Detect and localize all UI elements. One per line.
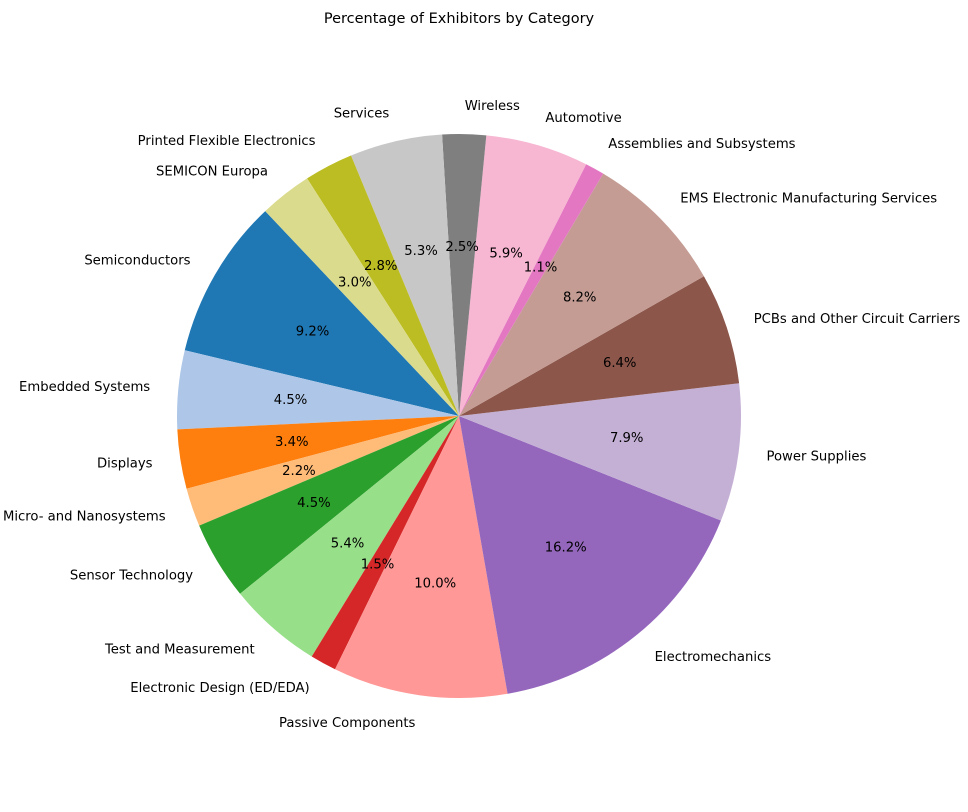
pct-label-pcbs-and-other-circuit-carriers: 6.4%	[603, 356, 637, 371]
pie-slice-semicon-europa	[265, 178, 459, 416]
pct-label-electromechanics: 16.2%	[545, 540, 587, 555]
pie-slice-automotive	[459, 135, 587, 416]
slice-label-displays: Displays	[97, 457, 153, 472]
slice-label-pcbs-and-other-circuit-carriers: PCBs and Other Circuit Carriers	[754, 312, 961, 327]
percentage-labels: 9.2% 4.5% 3.4% 2.2% 4.5% 5.4% 1.5% 10.0% 16.2% 7.…	[274, 240, 644, 592]
pct-label-electronic-design-ed-eda: 1.5%	[361, 557, 395, 572]
pie-slice-sensor-technology	[199, 416, 459, 594]
slice-label-micro-and-nanosystems: Micro- and Nanosystems	[3, 510, 166, 525]
slice-label-wireless: Wireless	[465, 99, 520, 114]
pie-slice-assemblies-and-subsystems	[459, 164, 604, 416]
pct-label-test-and-measurement: 5.4%	[331, 536, 365, 551]
slice-label-printed-flexible-electronics: Printed Flexible Electronics	[138, 134, 316, 149]
pie-slice-semiconductors	[184, 211, 459, 416]
pie-slice-power-supplies	[459, 383, 742, 521]
chart-title: Percentage of Exhibitors by Category	[324, 11, 595, 27]
pct-label-semiconductors: 9.2%	[296, 324, 330, 339]
pie-slice-services	[350, 134, 459, 416]
pct-label-assemblies-and-subsystems: 1.1%	[524, 261, 558, 276]
pie-slice-displays	[177, 416, 459, 489]
pct-label-ems-electronic-manufacturing-services: 8.2%	[563, 290, 597, 305]
pct-label-printed-flexible-electronics: 2.8%	[364, 259, 398, 274]
slice-label-semiconductors: Semiconductors	[84, 254, 190, 269]
pie-slices	[177, 134, 742, 698]
slice-label-passive-components: Passive Components	[279, 716, 416, 731]
slice-label-ems-electronic-manufacturing-services: EMS Electronic Manufacturing Services	[680, 192, 937, 207]
pct-label-passive-components: 10.0%	[414, 577, 456, 592]
slice-label-power-supplies: Power Supplies	[767, 450, 867, 465]
pct-label-automotive: 5.9%	[489, 247, 523, 262]
slice-label-services: Services	[334, 107, 390, 122]
pie-slice-electromechanics	[459, 416, 721, 694]
slice-label-sensor-technology: Sensor Technology	[70, 569, 193, 584]
pie-slice-ems-electronic-manufacturing-services	[459, 173, 704, 416]
pie-slice-wireless	[442, 134, 487, 416]
slice-label-test-and-measurement: Test and Measurement	[104, 642, 255, 657]
pct-label-embedded-systems: 4.5%	[274, 393, 308, 408]
pct-label-services: 5.3%	[404, 244, 438, 259]
pct-label-sensor-technology: 4.5%	[297, 496, 331, 511]
pct-label-power-supplies: 7.9%	[610, 431, 644, 446]
slice-label-semicon-europa: SEMICON Europa	[156, 165, 268, 180]
pct-label-wireless: 2.5%	[445, 240, 479, 255]
pie-slice-passive-components	[335, 416, 508, 698]
slice-label-electronic-design-ed-eda: Electronic Design (ED/EDA)	[130, 681, 309, 696]
slice-label-assemblies-and-subsystems: Assemblies and Subsystems	[608, 137, 795, 152]
pct-label-displays: 3.4%	[275, 435, 309, 450]
slice-labels: Semiconductors Embedded Systems Displays Mi…	[3, 99, 960, 731]
slice-label-embedded-systems: Embedded Systems	[19, 380, 150, 395]
pie-slice-embedded-systems	[177, 350, 459, 430]
slice-label-automotive: Automotive	[545, 111, 621, 126]
pct-label-micro-and-nanosystems: 2.2%	[282, 464, 316, 479]
slice-label-electromechanics: Electromechanics	[655, 650, 772, 665]
pie-slice-electronic-design-ed-eda	[311, 416, 459, 670]
pie-slice-printed-flexible-electronics	[307, 155, 459, 416]
pct-label-semicon-europa: 3.0%	[338, 276, 372, 291]
pie-slice-pcbs-and-other-circuit-carriers	[459, 276, 740, 416]
pie-slice-test-and-measurement	[240, 416, 459, 657]
pie-slice-micro-and-nanosystems	[186, 416, 459, 526]
